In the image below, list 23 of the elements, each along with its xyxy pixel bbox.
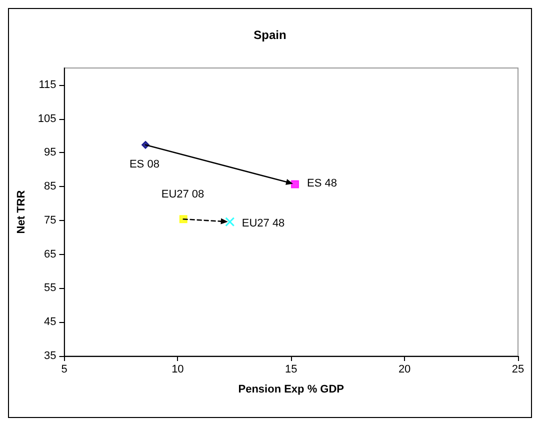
y-tick-label: 45 <box>44 316 56 328</box>
x-tick-label: 20 <box>398 364 411 376</box>
y-tick-label: 85 <box>44 180 56 193</box>
y-tick-label: 105 <box>38 112 56 125</box>
chart-title: Spain <box>254 28 286 42</box>
y-tick-label: 35 <box>44 350 56 362</box>
x-tick-label: 5 <box>61 364 68 376</box>
x-axis-title: Pension Exp % GDP <box>238 384 344 396</box>
y-tick-label: 95 <box>44 146 56 159</box>
annotation: EU27 08 <box>161 188 204 201</box>
annotation: EU27 48 <box>242 217 285 230</box>
point <box>225 217 235 227</box>
x-tick-label: 10 <box>172 364 184 376</box>
x-tick-label: 15 <box>285 364 298 376</box>
annotation: ES 48 <box>306 178 337 190</box>
annotation: ES 08 <box>129 158 160 170</box>
y-tick-label: 55 <box>44 282 56 294</box>
x-tick-label: 25 <box>512 364 524 376</box>
y-tick-label: 75 <box>44 214 56 226</box>
point <box>290 180 299 188</box>
y-axis-title: Net TRR <box>16 190 28 234</box>
y-tick-label: 115 <box>38 78 56 91</box>
y-tick-label: 65 <box>44 248 56 260</box>
